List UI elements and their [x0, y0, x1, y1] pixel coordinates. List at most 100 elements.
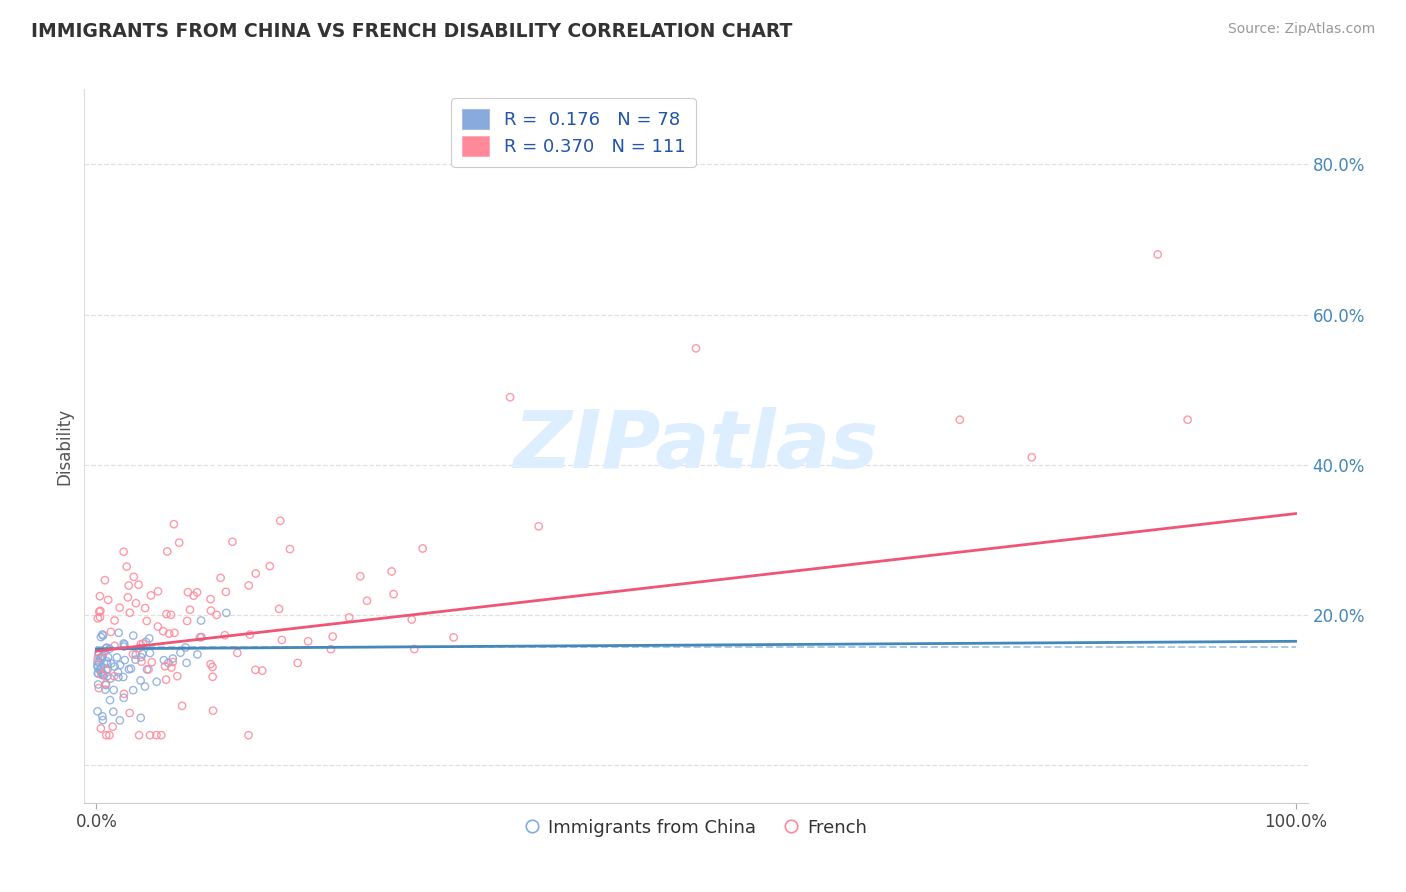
Point — [162, 651, 184, 665]
Point — [118, 706, 141, 720]
Point — [214, 628, 236, 642]
Point — [89, 651, 111, 665]
Point — [96, 641, 118, 656]
Point — [200, 604, 222, 618]
Point — [179, 603, 201, 617]
Point — [114, 653, 136, 667]
Point — [100, 657, 122, 671]
Point — [91, 629, 114, 643]
Text: Source: ZipAtlas.com: Source: ZipAtlas.com — [1227, 22, 1375, 37]
Point — [190, 630, 212, 644]
Point — [107, 670, 129, 684]
Point — [135, 635, 157, 649]
Point — [239, 627, 262, 641]
Point — [215, 606, 238, 620]
Point — [125, 648, 148, 662]
Point — [139, 588, 162, 602]
Point — [177, 585, 200, 599]
Point — [155, 673, 177, 687]
Point — [160, 660, 183, 674]
Point — [252, 664, 274, 678]
Point — [128, 728, 150, 742]
Text: IMMIGRANTS FROM CHINA VS FRENCH DISABILITY CORRELATION CHART: IMMIGRANTS FROM CHINA VS FRENCH DISABILI… — [31, 22, 793, 41]
Point — [128, 641, 150, 656]
Point — [141, 655, 163, 669]
Point — [201, 670, 224, 684]
Point — [135, 614, 157, 628]
Point — [98, 641, 121, 656]
Point — [96, 662, 118, 676]
Point — [1021, 450, 1043, 465]
Point — [238, 578, 260, 592]
Point — [91, 713, 114, 727]
Point — [166, 669, 188, 683]
Point — [138, 662, 160, 676]
Point — [499, 390, 522, 404]
Point — [96, 654, 118, 668]
Point — [136, 663, 159, 677]
Point — [94, 682, 117, 697]
Point — [103, 669, 125, 683]
Point — [90, 630, 112, 644]
Point — [176, 656, 198, 670]
Point — [90, 722, 112, 736]
Point — [108, 714, 131, 728]
Point — [124, 652, 146, 666]
Point — [267, 602, 290, 616]
Text: ZIPatlas: ZIPatlas — [513, 407, 879, 485]
Point — [122, 683, 145, 698]
Legend: Immigrants from China, French: Immigrants from China, French — [517, 812, 875, 844]
Point — [269, 514, 291, 528]
Point — [115, 559, 138, 574]
Point — [174, 640, 197, 655]
Point — [226, 646, 249, 660]
Point — [90, 660, 112, 674]
Point — [96, 640, 118, 655]
Point — [90, 662, 112, 676]
Point — [145, 674, 167, 689]
Point — [215, 585, 238, 599]
Point — [146, 584, 169, 599]
Point — [89, 656, 111, 670]
Point — [97, 650, 120, 665]
Point — [94, 573, 117, 587]
Point — [89, 589, 111, 603]
Point — [104, 614, 127, 628]
Point — [129, 637, 152, 651]
Point — [86, 658, 108, 673]
Point — [125, 596, 148, 610]
Point — [112, 640, 135, 654]
Point — [131, 655, 153, 669]
Point — [139, 646, 162, 660]
Point — [96, 669, 118, 683]
Point — [118, 662, 141, 676]
Point — [186, 648, 208, 662]
Point — [87, 660, 110, 674]
Point — [271, 632, 294, 647]
Point — [1146, 247, 1168, 261]
Point — [153, 659, 176, 673]
Point — [108, 600, 131, 615]
Point — [132, 636, 155, 650]
Point — [202, 704, 225, 718]
Point — [167, 535, 190, 549]
Point — [87, 677, 110, 691]
Point — [259, 559, 281, 574]
Point — [129, 673, 152, 688]
Point — [107, 625, 129, 640]
Point — [156, 544, 179, 558]
Point — [1177, 413, 1199, 427]
Point — [139, 728, 162, 742]
Point — [145, 728, 167, 742]
Point — [278, 542, 301, 557]
Point — [90, 665, 112, 680]
Point — [112, 690, 135, 705]
Point — [93, 668, 115, 682]
Point — [150, 728, 173, 742]
Point — [152, 624, 174, 639]
Point — [163, 625, 186, 640]
Point — [157, 626, 180, 640]
Point — [245, 566, 267, 581]
Point — [238, 728, 260, 742]
Point — [129, 650, 152, 665]
